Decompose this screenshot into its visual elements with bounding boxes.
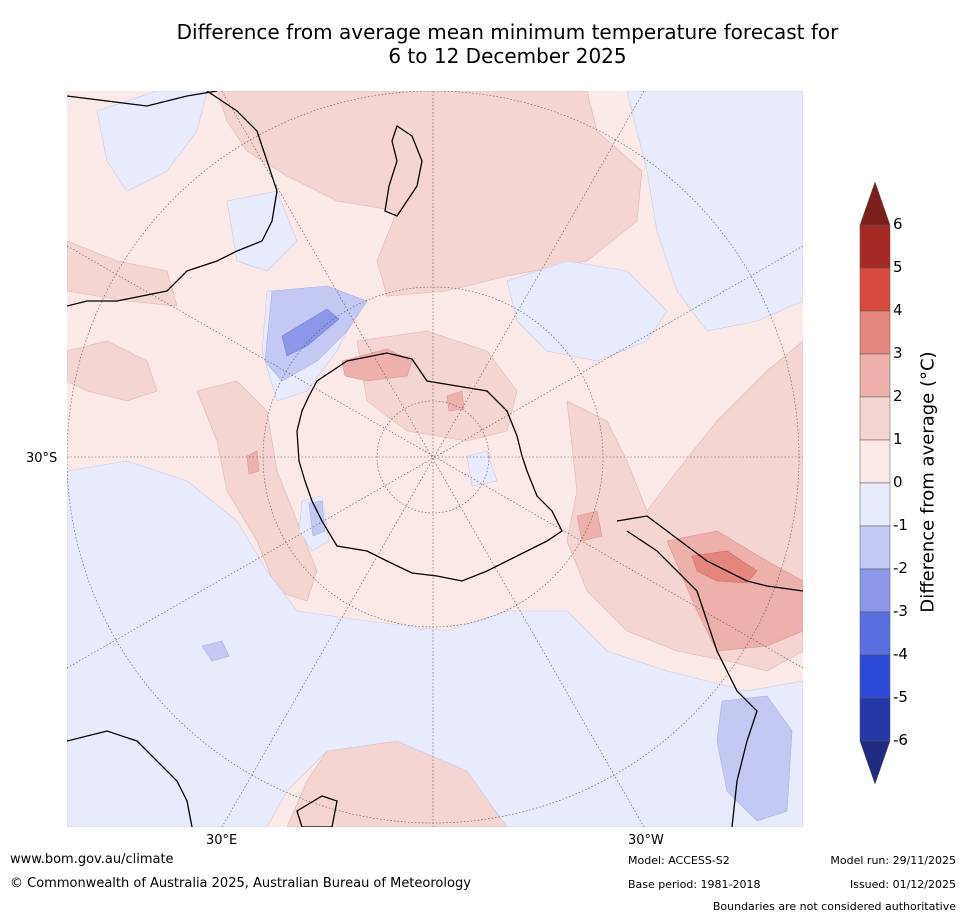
australia-coast [67, 91, 278, 307]
tick-label-30e: 30°E [206, 833, 238, 848]
footer-model: Model: ACCESS-S2 [628, 854, 730, 867]
colorbar-label-m4: -4 [893, 645, 908, 663]
colorbar-block-2-to-3 [859, 353, 891, 398]
colorbar-block-m1-to-0 [859, 482, 891, 527]
title-line-2: 6 to 12 December 2025 [388, 44, 627, 68]
colorbar-title: Difference from average (°C) [917, 351, 939, 613]
footer-model-run: Model run: 29/11/2025 [830, 854, 956, 867]
colorbar-label-3: 3 [893, 344, 903, 362]
colorbar-block-m6-to-m5 [859, 697, 891, 742]
cool-anomaly-m3-m2 [281, 308, 340, 357]
colorbar-block-5-to-6 [859, 224, 891, 269]
footer-copyright: © Commonwealth of Australia 2025, Austra… [10, 876, 471, 891]
colorbar-block-m2-to-m1 [859, 525, 891, 570]
colorbar-label-5: 5 [893, 258, 903, 276]
colorbar-block-4-to-5 [859, 267, 891, 312]
map-canvas [67, 91, 803, 827]
colorbar-label-m6: -6 [893, 731, 908, 749]
colorbar-under-triangle [859, 740, 891, 785]
colorbar-label-2: 2 [893, 387, 903, 405]
africa-coast [67, 730, 193, 827]
colorbar-block-1-to-2 [859, 396, 891, 441]
south-america-coast [616, 515, 803, 827]
antarctica-coast [296, 352, 563, 582]
colorbar [859, 181, 891, 785]
colorbar-block-m4-to-m3 [859, 611, 891, 656]
colorbar-over-triangle [859, 181, 891, 226]
colorbar-label-0: 0 [893, 473, 903, 491]
colorbar-label-6: 6 [893, 215, 903, 233]
warm-anomaly-3-4 [691, 550, 758, 584]
colorbar-block-0-to-1 [859, 439, 891, 484]
chart-title: Difference from average mean minimum tem… [0, 20, 965, 68]
cool-anomaly-m1-0 [67, 91, 803, 827]
colorbar-label-m3: -3 [893, 602, 908, 620]
colorbar-block-3-to-4 [859, 310, 891, 355]
footer-url[interactable]: www.bom.gov.au/climate [10, 852, 174, 867]
tick-label-30s: 30°S [26, 451, 58, 466]
footer-issued: Issued: 01/12/2025 [849, 878, 956, 891]
colorbar-block-m5-to-m4 [859, 654, 891, 699]
colorbar-label-1: 1 [893, 430, 903, 448]
coastlines [67, 91, 803, 827]
colorbar-label-m1: -1 [893, 516, 908, 534]
graticule [67, 91, 803, 827]
footer-base-period: Base period: 1981-2018 [628, 878, 761, 891]
tick-label-30w: 30°W [628, 833, 664, 848]
colorbar-block-m3-to-m2 [859, 568, 891, 613]
footer-disclaimer: Boundaries are not considered authoritat… [712, 900, 956, 913]
colorbar-label-m5: -5 [893, 688, 908, 706]
map-panel[interactable] [67, 91, 803, 827]
madagascar-coast [296, 795, 338, 827]
new-zealand-coast [384, 124, 423, 217]
colorbar-label-4: 4 [893, 301, 903, 319]
colorbar-label-m2: -2 [893, 559, 908, 577]
title-line-1: Difference from average mean minimum tem… [176, 20, 839, 44]
